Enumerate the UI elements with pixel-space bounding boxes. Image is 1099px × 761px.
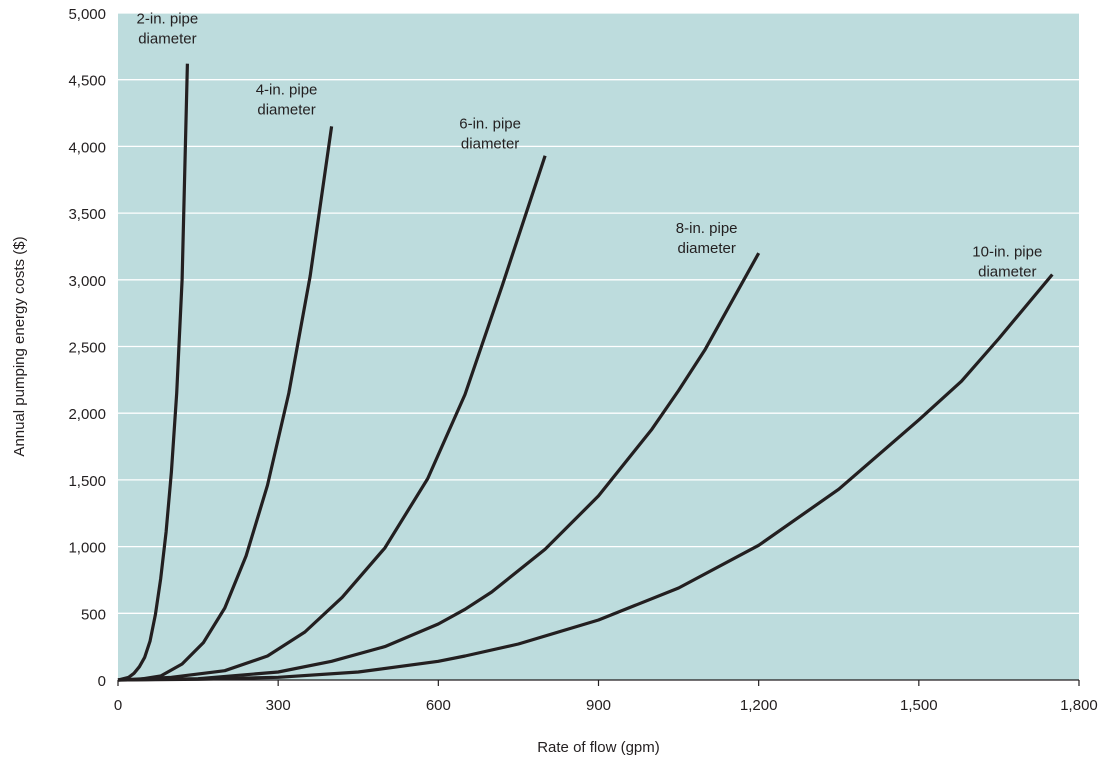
- series-label-line: diameter: [978, 263, 1036, 280]
- x-tick-label: 1,800: [1060, 697, 1098, 714]
- gridlines: [118, 12, 1079, 614]
- y-tick-label: 3,500: [68, 206, 106, 223]
- y-tick-label: 3,000: [68, 273, 106, 290]
- y-tick-label: 1,000: [68, 540, 106, 557]
- series-label-line: 8-in. pipe: [676, 220, 738, 237]
- series-label-line: diameter: [677, 240, 735, 257]
- x-tick-label: 0: [114, 697, 122, 714]
- axes: [117, 679, 1080, 686]
- series-line-4: [117, 273, 1054, 682]
- x-axis-title: Rate of flow (gpm): [537, 739, 660, 756]
- series-label-line: diameter: [461, 136, 519, 153]
- series-label-3: 8-in. pipe diameter: [676, 220, 738, 257]
- x-tick-label: 1,500: [900, 697, 938, 714]
- y-tick-label: 4,500: [68, 73, 106, 90]
- y-tick-label: 2,000: [68, 406, 106, 423]
- series-label-line: 6-in. pipe: [459, 116, 521, 133]
- x-tick-label: 1,200: [740, 697, 778, 714]
- y-tick-label: 1,500: [68, 473, 106, 490]
- y-tick-label: 4,000: [68, 139, 106, 156]
- series-line-3: [117, 252, 761, 682]
- series-label-0: 2-in. pipe diameter: [137, 11, 199, 48]
- series-label-line: diameter: [257, 101, 315, 118]
- series-lines: [117, 63, 1054, 682]
- series-label-1: 4-in. pipe diameter: [256, 81, 318, 118]
- x-tick-label: 900: [586, 697, 611, 714]
- y-tick-label: 2,500: [68, 340, 106, 357]
- series-line-2: [117, 155, 547, 682]
- series-label-line: 2-in. pipe: [137, 11, 199, 28]
- series-label-line: 4-in. pipe: [256, 81, 318, 98]
- y-tick-label: 5,000: [68, 6, 106, 23]
- series-label-line: diameter: [138, 31, 196, 48]
- y-tick-label: 500: [81, 606, 106, 623]
- tick-labels: 0 300 600 900 1,200 1,500 1,800 0 500 1,000 1,500 2…: [68, 6, 1097, 714]
- series-label-line: 10-in. pipe: [972, 243, 1042, 260]
- x-tick-label: 300: [266, 697, 291, 714]
- y-tick-label: 0: [98, 673, 106, 690]
- y-axis-title: Annual pumping energy costs ($): [11, 236, 28, 456]
- x-tick-label: 600: [426, 697, 451, 714]
- series-label-2: 6-in. pipe diameter: [459, 116, 521, 153]
- series-label-4: 10-in. pipe diameter: [972, 243, 1042, 280]
- series-line-0: [117, 63, 189, 682]
